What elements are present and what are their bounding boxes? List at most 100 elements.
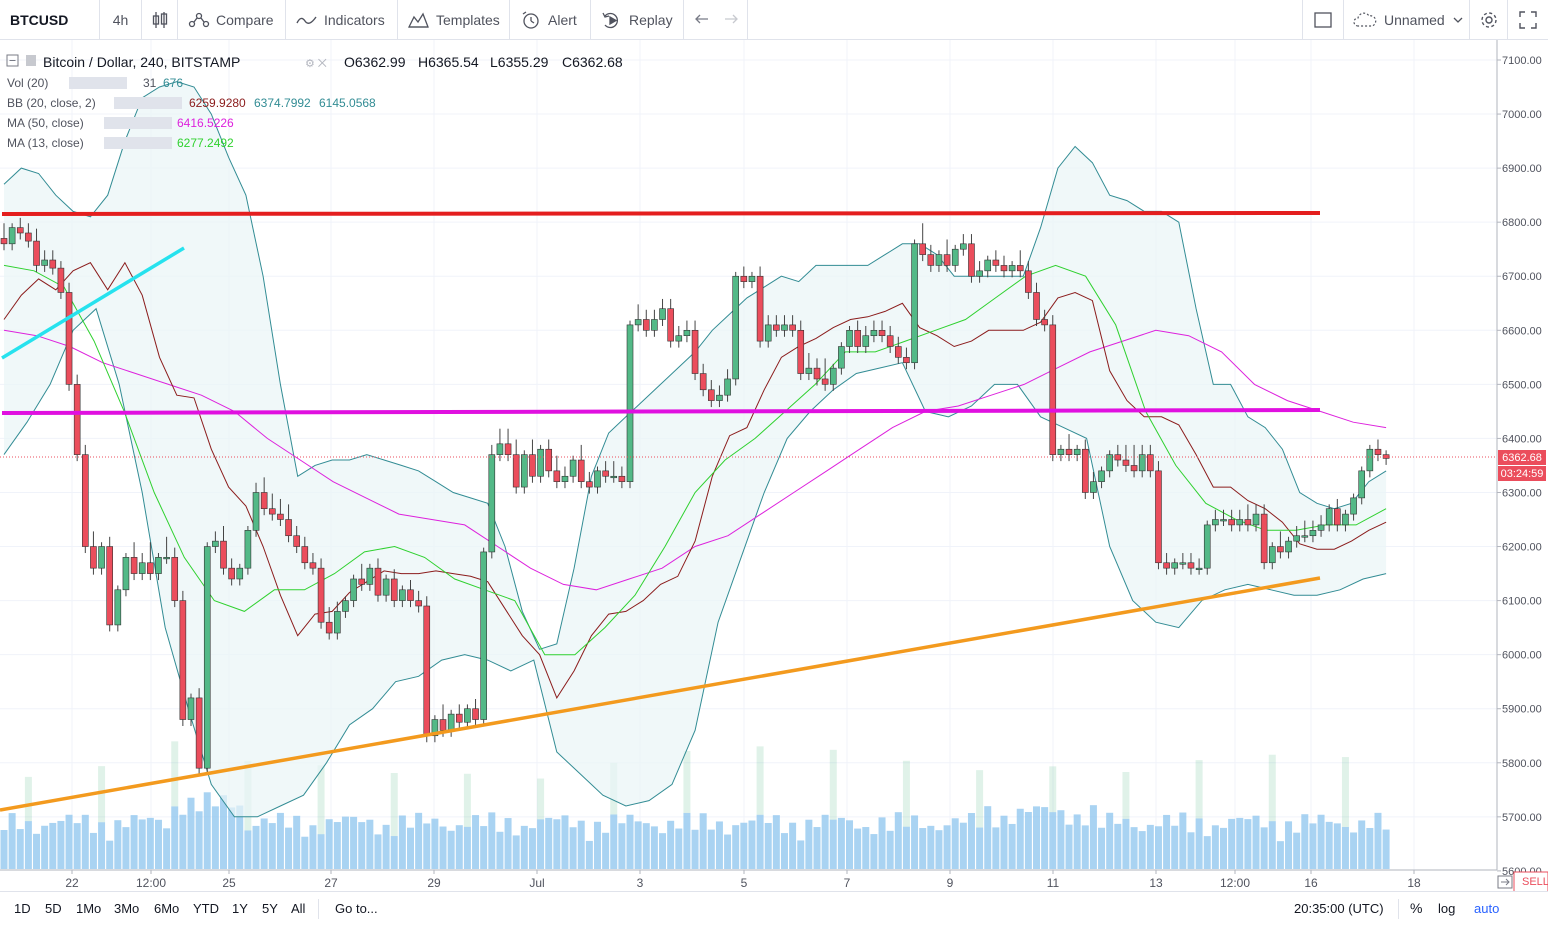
- price-chart[interactable]: Bitcoin / Dollar, 240, BITSTAMP ⚙ ⨉ O636…: [0, 40, 1548, 891]
- fullscreen-button[interactable]: [1508, 0, 1548, 39]
- volume-bar: [16, 829, 24, 869]
- volume-bar: [1366, 827, 1374, 869]
- volume-bar: [724, 834, 732, 869]
- candle-body: [521, 454, 528, 488]
- candle-body: [1000, 265, 1008, 272]
- candle: [1187, 553, 1195, 575]
- time-axis[interactable]: 22 12:00 25 27 29 Jul 3 5 7 9 11 13 12:00 16 18: [0, 869, 1497, 890]
- redo-button[interactable]: [714, 0, 748, 39]
- collapse-legend-icon[interactable]: [6, 54, 19, 67]
- volume-bar: [1211, 825, 1219, 869]
- undo-button[interactable]: [690, 0, 714, 39]
- volume-bar: [130, 815, 138, 869]
- price-axis[interactable]: 7100.00 7000.00 6900.00 6800.00 6700.00 6600.…: [1496, 40, 1542, 878]
- candle: [317, 558, 325, 629]
- bollinger-basis-line: [3, 261, 1387, 699]
- indicators-button[interactable]: Indicators: [286, 0, 398, 39]
- symbol-search[interactable]: BTCUSD: [0, 0, 100, 39]
- candle-body: [33, 240, 40, 266]
- candle-body: [496, 443, 504, 455]
- time-axis-settings-button[interactable]: [1497, 875, 1513, 889]
- ma13-legend-buttons[interactable]: [104, 137, 172, 149]
- interval-button[interactable]: 4h: [100, 0, 142, 39]
- volume-bar-tall: [537, 778, 545, 820]
- range-1d[interactable]: 1D: [14, 901, 31, 916]
- candle-body: [1203, 524, 1211, 569]
- volume-bar: [244, 830, 252, 869]
- chart-style-button[interactable]: [142, 0, 178, 39]
- range-all[interactable]: All: [291, 901, 306, 916]
- bb-legend-lower: 6145.0568: [319, 96, 376, 110]
- fullscreen-select-button[interactable]: [1302, 0, 1344, 39]
- candle-body: [342, 600, 349, 612]
- cyan-trend-line[interactable]: [1, 246, 185, 360]
- legend-title-buttons[interactable]: ⚙ ⨉: [305, 58, 327, 70]
- candle-body: [488, 454, 496, 553]
- volume-bar: [1000, 815, 1008, 869]
- volume-bar: [1220, 827, 1227, 869]
- support-trend-line[interactable]: [0, 576, 1321, 812]
- volume-bar: [220, 795, 228, 869]
- candle: [699, 363, 707, 397]
- ma50-legend-buttons[interactable]: [104, 117, 172, 129]
- candle-body: [317, 567, 325, 623]
- bb-legend-buttons[interactable]: [114, 97, 182, 109]
- candle-body: [586, 481, 593, 488]
- time-tick-label: 12:00: [1220, 876, 1250, 890]
- settings-button[interactable]: [1470, 0, 1508, 39]
- range-6mo[interactable]: 6Mo: [154, 901, 180, 916]
- replay-button[interactable]: Replay: [591, 0, 684, 39]
- magenta-horizontal-line[interactable]: [1, 408, 1321, 415]
- volume-bar: [561, 815, 569, 869]
- candle: [220, 525, 227, 575]
- volume-bar: [805, 819, 813, 869]
- candle-body: [1195, 567, 1203, 570]
- candle-body: [1073, 448, 1081, 455]
- alert-button[interactable]: Alert: [510, 0, 591, 39]
- candle-body: [862, 335, 870, 347]
- auto-toggle[interactable]: auto: [1474, 901, 1500, 916]
- range-5d[interactable]: 5D: [45, 901, 62, 916]
- volume-bar: [854, 828, 862, 869]
- candle-body: [1171, 562, 1179, 569]
- vol-legend-buttons[interactable]: [69, 77, 127, 89]
- volume-bar: [268, 823, 276, 869]
- range-1mo[interactable]: 1Mo: [76, 901, 102, 916]
- range-1y[interactable]: 1Y: [232, 901, 248, 916]
- volume-bar-tall: [1195, 760, 1203, 819]
- candle: [951, 244, 959, 272]
- candle-body: [821, 378, 829, 385]
- candle-body: [1147, 454, 1154, 472]
- candle: [374, 558, 382, 602]
- goto-button[interactable]: Go to...: [335, 901, 378, 916]
- templates-button[interactable]: Templates: [398, 0, 510, 39]
- candle: [1098, 466, 1105, 489]
- candle: [1325, 504, 1333, 532]
- log-toggle[interactable]: log: [1438, 901, 1456, 916]
- range-ytd[interactable]: YTD: [193, 901, 219, 916]
- range-3mo[interactable]: 3Mo: [114, 901, 140, 916]
- price-tick-label: 6800.00: [1502, 217, 1542, 229]
- candle-body: [504, 443, 512, 455]
- layout-button[interactable]: Unnamed: [1344, 0, 1470, 39]
- candle-body: [748, 275, 756, 282]
- sell-widget[interactable]: SELL 6361: [1513, 871, 1548, 891]
- resistance-line[interactable]: [1, 211, 1321, 216]
- volume-bar: [1146, 824, 1154, 869]
- candle: [98, 542, 105, 575]
- range-5y[interactable]: 5Y: [262, 901, 278, 916]
- candle: [512, 439, 520, 494]
- compare-button[interactable]: Compare: [178, 0, 286, 39]
- clock-label[interactable]: 20:35:00 (UTC): [1294, 901, 1384, 916]
- volume-bar-tall: [1049, 766, 1057, 813]
- volume-bar: [33, 833, 41, 869]
- volume-bar: [1163, 814, 1171, 869]
- volume-bar: [496, 831, 504, 869]
- candle-body: [285, 519, 292, 537]
- volume-bar: [488, 812, 496, 869]
- percent-toggle[interactable]: %: [1410, 900, 1423, 916]
- trend-lines[interactable]: [0, 211, 1321, 812]
- candle-body: [699, 373, 707, 391]
- volume-bar: [463, 826, 471, 869]
- candle: [894, 336, 902, 364]
